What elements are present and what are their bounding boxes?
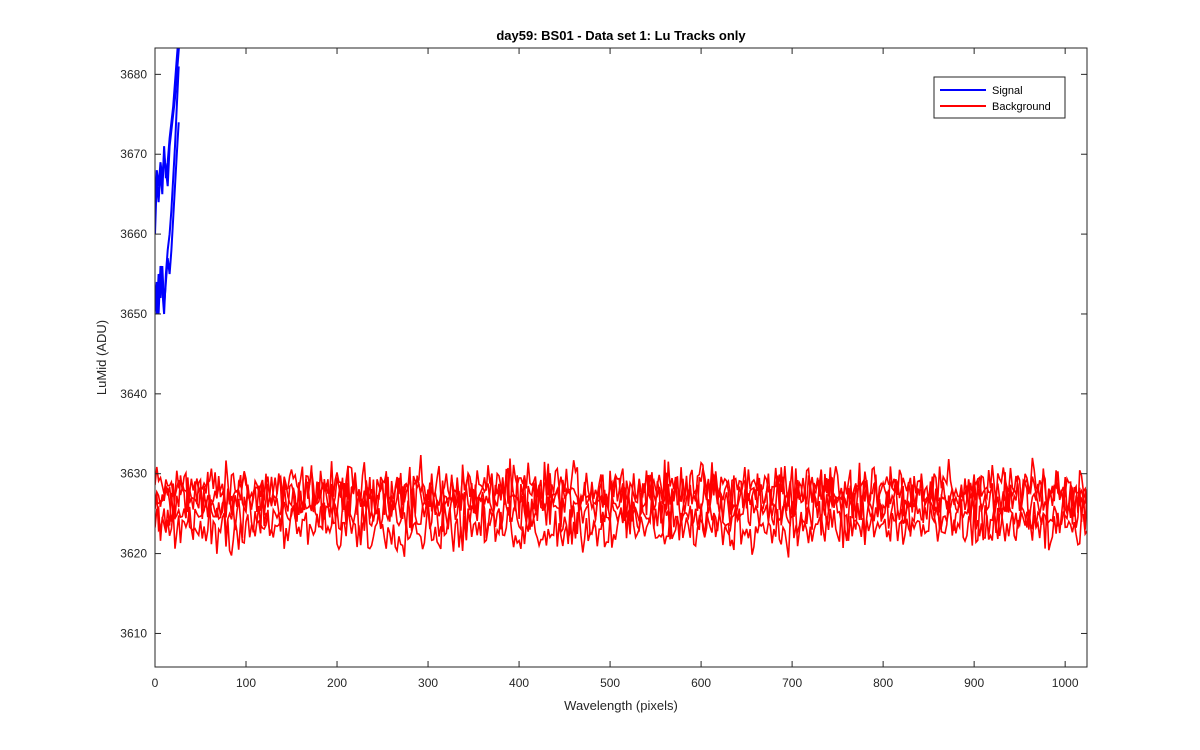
- y-tick-label: 3680: [120, 67, 147, 81]
- plot-area: [155, 48, 1087, 558]
- x-axis-label: Wavelength (pixels): [564, 698, 678, 713]
- series-line-signal: [155, 66, 180, 315]
- series-line-signal: [155, 48, 179, 235]
- y-tick-label: 3640: [120, 387, 147, 401]
- y-tick-label: 3660: [120, 227, 147, 241]
- y-axis-label: LuMid (ADU): [94, 320, 109, 395]
- series-line-background: [155, 461, 1087, 523]
- x-tick-label: 100: [236, 676, 256, 690]
- series-line-background: [155, 496, 1087, 558]
- y-tick-label: 3620: [120, 547, 147, 561]
- x-tick-label: 500: [600, 676, 620, 690]
- x-tick-label: 800: [873, 676, 893, 690]
- y-tick-label: 3650: [120, 307, 147, 321]
- legend-label: Signal: [992, 85, 1023, 97]
- x-tick-label: 300: [418, 676, 438, 690]
- y-tick-label: 3670: [120, 147, 147, 161]
- x-tick-label: 900: [964, 676, 984, 690]
- series-line-background: [155, 484, 1087, 545]
- legend: Signal Background: [933, 76, 1066, 119]
- legend-box: [933, 76, 1066, 119]
- y-tick-label: 3630: [120, 467, 147, 481]
- x-tick-label: 700: [782, 676, 802, 690]
- x-tick-label: 600: [691, 676, 711, 690]
- y-tick-label: 3610: [120, 626, 147, 640]
- x-tick-label: 400: [509, 676, 529, 690]
- x-tick-label: 200: [327, 676, 347, 690]
- chart-title: day59: BS01 - Data set 1: Lu Tracks only: [496, 28, 746, 43]
- x-tick-label: 1000: [1052, 676, 1079, 690]
- legend-label: Background: [992, 101, 1051, 113]
- plot-frame: [154, 47, 1088, 668]
- x-tick-label: 0: [152, 676, 159, 690]
